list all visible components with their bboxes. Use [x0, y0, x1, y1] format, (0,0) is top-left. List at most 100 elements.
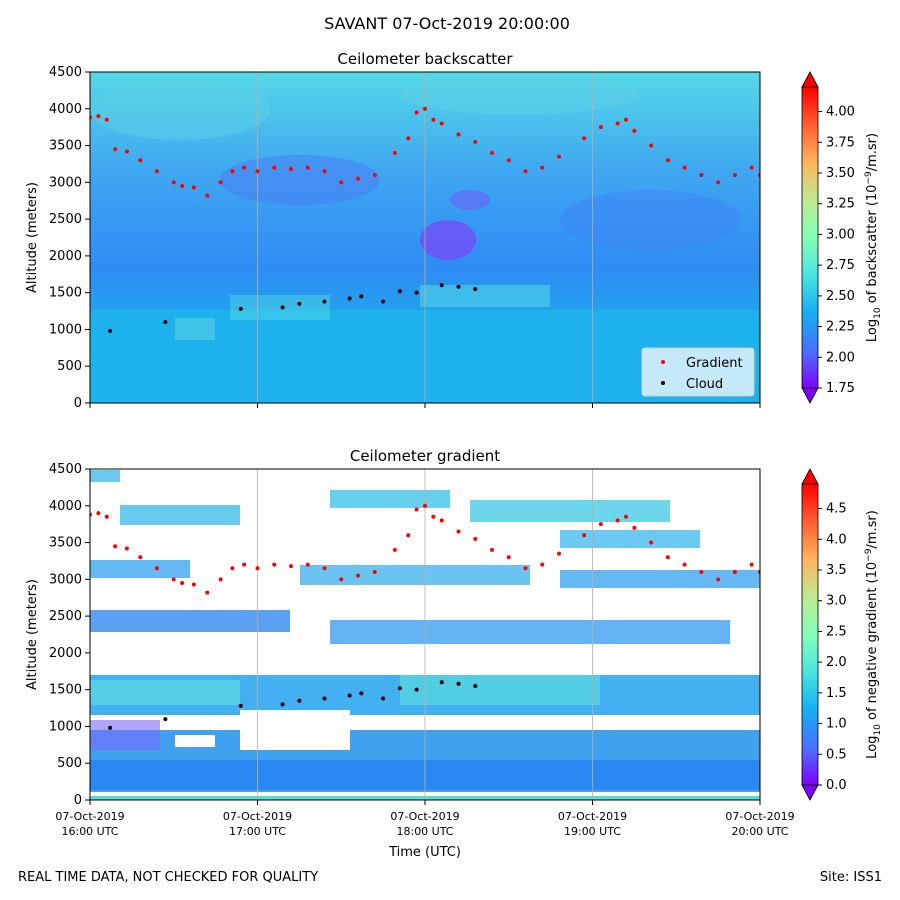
gradient-point: [557, 154, 561, 159]
gradient-point: [356, 573, 360, 578]
legend-cloud-label: Cloud: [686, 377, 723, 392]
gradient-point: [506, 555, 511, 560]
gradient-point: [113, 147, 118, 152]
gradient-colorbar-label: Log10 of negative gradient (10−9/m.sr): [864, 510, 883, 759]
footer-disclaimer: REAL TIME DATA, NOT CHECKED FOR QUALITY: [18, 870, 319, 885]
x-tick-date: 07-Oct-2019: [725, 810, 794, 823]
gradient-point: [205, 590, 210, 595]
y-tick-label: 1500: [49, 286, 82, 301]
gradient-point: [557, 551, 561, 556]
gradient-point: [339, 577, 344, 582]
gradient-point: [665, 555, 670, 560]
cloud-point: [359, 691, 364, 696]
gradient-point: [191, 185, 196, 190]
cloud-point: [297, 698, 302, 703]
cloud-point: [414, 687, 419, 692]
gradient-point: [732, 172, 737, 177]
gradient-point: [439, 518, 444, 523]
y-tick-label: 4000: [49, 102, 82, 117]
gradient-point: [414, 507, 419, 512]
x-tick-time: 16:00 UTC: [61, 825, 118, 838]
gradient-point: [456, 529, 461, 534]
gradient-point: [582, 136, 587, 141]
gradient-point: [665, 158, 670, 163]
colorbar-tick-label: 1.0: [826, 717, 847, 732]
gradient-point: [473, 536, 478, 541]
y-tick-label: 500: [57, 359, 82, 374]
x-tick-time: 18:00 UTC: [396, 825, 453, 838]
gradient-point: [716, 577, 721, 582]
cloud-point: [397, 289, 402, 294]
gradient-xlabel: Time (UTC): [388, 845, 461, 860]
gradient-point: [372, 569, 377, 574]
legend-gradient-label: Gradient: [686, 356, 743, 371]
gradient-point: [322, 169, 327, 174]
cloud-point: [108, 725, 113, 730]
colorbar-tick-label: 2.75: [826, 258, 855, 273]
y-tick-label: 4500: [49, 65, 82, 80]
cloud-point: [473, 683, 478, 688]
y-tick-label: 3000: [49, 572, 82, 587]
gradient-point: [180, 184, 185, 189]
backscatter-colorbar-label: Log10 of backscatter (10−9/m.sr): [864, 133, 883, 342]
backscatter-panel: Ceilometer backscatter 0 500 1000 1500 2000 2…: [25, 50, 883, 411]
gradient-x-axis: 07-Oct-2019 16:00 UTC 07-Oct-2019 17:00 UTC…: [55, 800, 795, 838]
gradient-point: [138, 555, 143, 560]
backscatter-gridlines: [257, 72, 593, 403]
gradient-point: [171, 180, 176, 185]
gradient-point: [699, 569, 704, 574]
cloud-point: [381, 696, 386, 701]
cloud-point: [297, 301, 302, 306]
gradient-point: [155, 566, 159, 571]
gradient-point: [732, 569, 737, 574]
gradient-y-axis: 0 500 1000 1500 2000 2500 3000 3500 4000 4500: [49, 462, 90, 808]
backscatter-ylabel: Altitude (meters): [25, 182, 40, 293]
gradient-point: [439, 121, 444, 126]
legend-gradient-marker: [661, 360, 665, 364]
colorbar-tick-label: 3.0: [826, 594, 847, 609]
gradient-point: [540, 562, 545, 567]
y-tick-label: 1500: [49, 683, 82, 698]
backscatter-y-axis: 0 500 1000 1500 2000 2500 3000 3500 4000 4500: [49, 65, 90, 411]
y-tick-label: 0: [74, 396, 82, 411]
colorbar-tick-label: 0.0: [826, 778, 847, 793]
gradient-point: [682, 562, 687, 567]
cloud-point: [347, 693, 352, 698]
y-tick-label: 1000: [49, 322, 82, 337]
gradient-point: [171, 577, 176, 582]
gradient-point: [322, 566, 327, 571]
gradient-point: [272, 562, 277, 567]
gradient-point: [392, 150, 397, 155]
colorbar-tick-label: 4.0: [826, 532, 847, 547]
colorbar-tick-label: 2.25: [826, 320, 855, 335]
x-tick-date: 07-Oct-2019: [390, 810, 459, 823]
gradient-point: [598, 125, 603, 130]
gradient-point: [423, 106, 427, 111]
gradient-point: [523, 169, 528, 174]
cloud-point: [322, 696, 327, 701]
backscatter-markers: [90, 106, 760, 333]
backscatter-x-ticks: [89, 403, 761, 408]
colorbar-tick-label: 1.5: [826, 686, 847, 701]
colorbar-tick-label: 4.00: [826, 105, 855, 120]
gradient-point: [632, 128, 637, 133]
y-tick-label: 4000: [49, 499, 82, 514]
x-tick-time: 17:00 UTC: [229, 825, 286, 838]
gradient-point: [632, 525, 637, 530]
gradient-point: [255, 169, 260, 174]
colorbar-tick-label: 3.75: [826, 135, 855, 150]
gradient-point: [615, 518, 620, 523]
x-tick-time: 19:00 UTC: [564, 825, 621, 838]
gradient-point: [615, 121, 620, 126]
gradient-point: [255, 566, 260, 571]
gradient-point: [113, 544, 118, 549]
y-tick-label: 2500: [49, 609, 82, 624]
gradient-point: [191, 582, 196, 587]
cloud-point: [456, 681, 461, 686]
gradient-point: [96, 114, 101, 119]
gradient-point: [392, 547, 397, 552]
x-tick-date: 07-Oct-2019: [558, 810, 627, 823]
gradient-point: [230, 566, 235, 571]
gradient-point: [749, 165, 754, 170]
gradient-point: [624, 117, 628, 122]
